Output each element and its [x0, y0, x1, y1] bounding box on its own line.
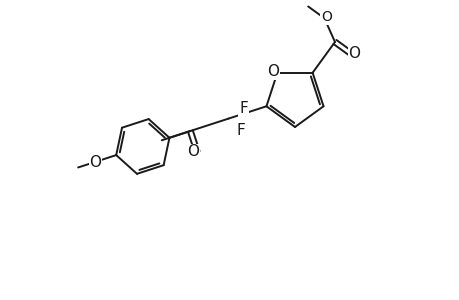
Text: O: O — [320, 10, 331, 24]
Text: F: F — [239, 101, 247, 116]
Text: O: O — [187, 144, 199, 159]
Text: O: O — [347, 46, 359, 61]
Text: O: O — [267, 64, 279, 79]
Text: O: O — [89, 155, 101, 170]
Text: F: F — [235, 123, 244, 138]
